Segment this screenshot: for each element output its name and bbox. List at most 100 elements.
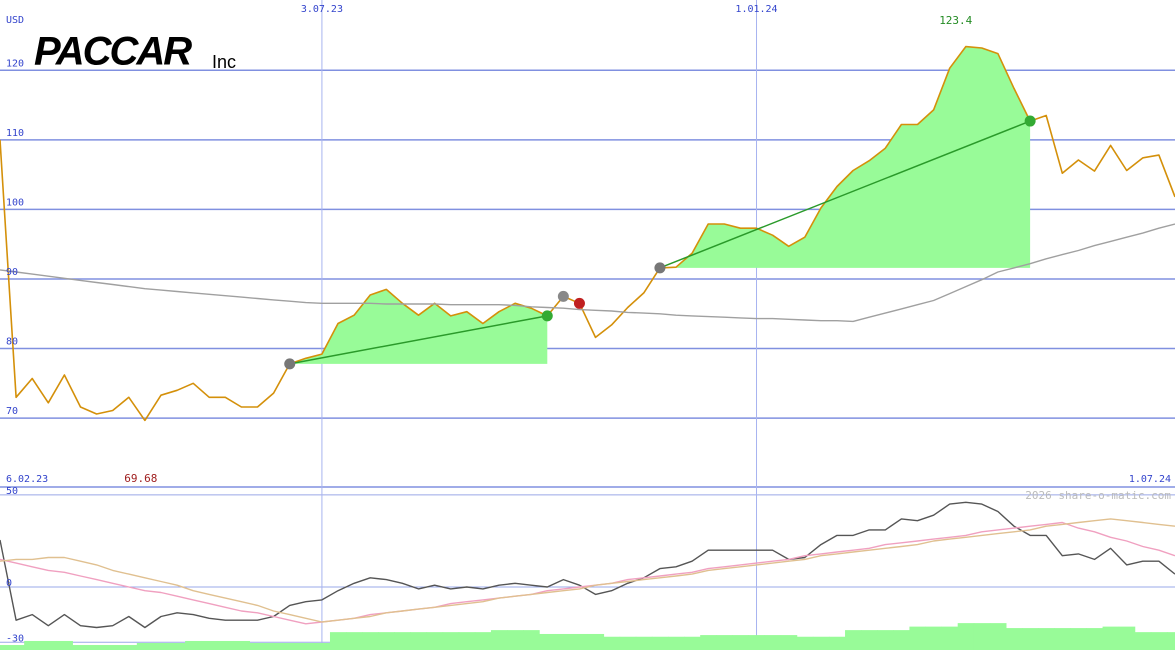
volume-bar	[281, 643, 299, 650]
volume-bar	[185, 640, 202, 650]
x-tick-label: 3.07.23	[301, 4, 343, 15]
volume-bar	[507, 630, 524, 650]
volume-bar	[555, 633, 572, 650]
volume-bar	[362, 632, 379, 650]
volume-bar	[812, 636, 830, 650]
volume-bar	[1054, 628, 1071, 650]
volume-bar	[152, 643, 170, 650]
volume-bar	[571, 633, 588, 650]
volume-bar	[426, 632, 444, 650]
trade-marker	[654, 262, 666, 274]
volume-bar	[780, 635, 798, 650]
moving-average	[0, 223, 1175, 323]
volume-bar	[40, 640, 57, 650]
volume-bar	[217, 640, 234, 650]
volume-bar	[1022, 628, 1039, 650]
volume-bar	[329, 632, 347, 650]
volume-bar	[587, 633, 605, 650]
volume-bar	[346, 632, 363, 650]
trade-marker	[541, 310, 553, 322]
volume-bar	[635, 636, 653, 650]
volume-bar	[941, 626, 959, 650]
volume-bar	[1134, 632, 1152, 650]
price-line	[0, 45, 1175, 422]
volume-bar	[24, 640, 41, 650]
volume-bar	[925, 626, 943, 650]
y-tick-label: 70	[6, 406, 18, 417]
volume-bar	[474, 632, 492, 650]
y-tick-label: 120	[6, 58, 24, 69]
volume-bar	[523, 630, 540, 650]
volume-bar	[490, 630, 508, 650]
volume-bar	[619, 636, 637, 650]
trend-line	[659, 120, 1031, 269]
text-layer: PACCAR Inc USD 2026 share-o-matic.com 70…	[6, 4, 1171, 644]
trade-marker	[284, 358, 296, 370]
x-tick-label: 1.07.24	[1129, 474, 1171, 485]
x-tick-label: 1.01.24	[735, 4, 777, 15]
volume-bar	[796, 636, 814, 650]
volume-bar	[169, 643, 186, 650]
marks-layer	[0, 45, 1175, 650]
volume-bar	[1150, 632, 1168, 650]
source: 2026 share-o-matic.com	[1025, 489, 1171, 502]
max-annotation: 123.4	[939, 14, 972, 27]
volume-bar	[1102, 626, 1120, 650]
volume-bar	[877, 630, 894, 650]
volume-bar	[201, 640, 218, 650]
volume-bar	[1005, 628, 1023, 650]
volume-bar	[973, 623, 991, 650]
volume-bar	[909, 626, 927, 650]
volume-bar	[893, 630, 910, 650]
x-tick-label: 6.02.23	[6, 474, 48, 485]
y-tick-label: 100	[6, 197, 24, 208]
indicator-line	[0, 501, 1175, 629]
volume-bar	[828, 636, 846, 650]
y-tick-label: 50	[6, 486, 18, 497]
volume-bar	[764, 635, 782, 650]
volume-bar	[0, 645, 9, 650]
volume-bar	[1038, 628, 1055, 650]
gain-area	[659, 46, 1031, 268]
indicator-line	[0, 521, 1175, 625]
volume-bar	[748, 635, 766, 650]
trade-marker	[1024, 115, 1036, 127]
logo-title: PACCAR	[34, 30, 192, 74]
logo-subtitle: Inc	[212, 52, 236, 72]
volume-bar	[249, 643, 267, 650]
volume-bar	[120, 645, 138, 650]
volume-bar	[297, 643, 315, 650]
volume-bar	[265, 643, 283, 650]
volume-bar	[378, 632, 395, 650]
indicator-line	[0, 518, 1175, 623]
volume-bar	[732, 635, 749, 650]
volume-bar	[458, 632, 476, 650]
y-tick-label: 90	[6, 267, 18, 278]
gain-area	[289, 289, 548, 364]
volume-bar	[72, 645, 90, 650]
volume-bar	[394, 632, 411, 650]
volume-bar	[700, 635, 717, 650]
volume-bar	[1070, 628, 1087, 650]
volume-bar	[667, 636, 685, 650]
volume-bar	[845, 630, 862, 650]
trade-marker	[573, 297, 585, 309]
volume-bar	[684, 636, 701, 650]
y-tick-label: -30	[6, 633, 24, 644]
volume-bar	[1086, 628, 1104, 650]
volume-bar	[442, 632, 460, 650]
volume-bar	[104, 645, 122, 650]
volume-bar	[233, 640, 250, 650]
volume-bar	[603, 636, 621, 650]
y-tick-label: 80	[6, 337, 18, 348]
y-tick-label: 110	[6, 128, 24, 139]
min-annotation: 69.68	[124, 472, 157, 485]
volume-bar	[8, 645, 25, 650]
volume-bar	[410, 632, 428, 650]
volume-bar	[136, 643, 154, 650]
y-axis-label: USD	[6, 15, 24, 26]
volume-bar	[651, 636, 669, 650]
volume-bar	[1118, 626, 1136, 650]
